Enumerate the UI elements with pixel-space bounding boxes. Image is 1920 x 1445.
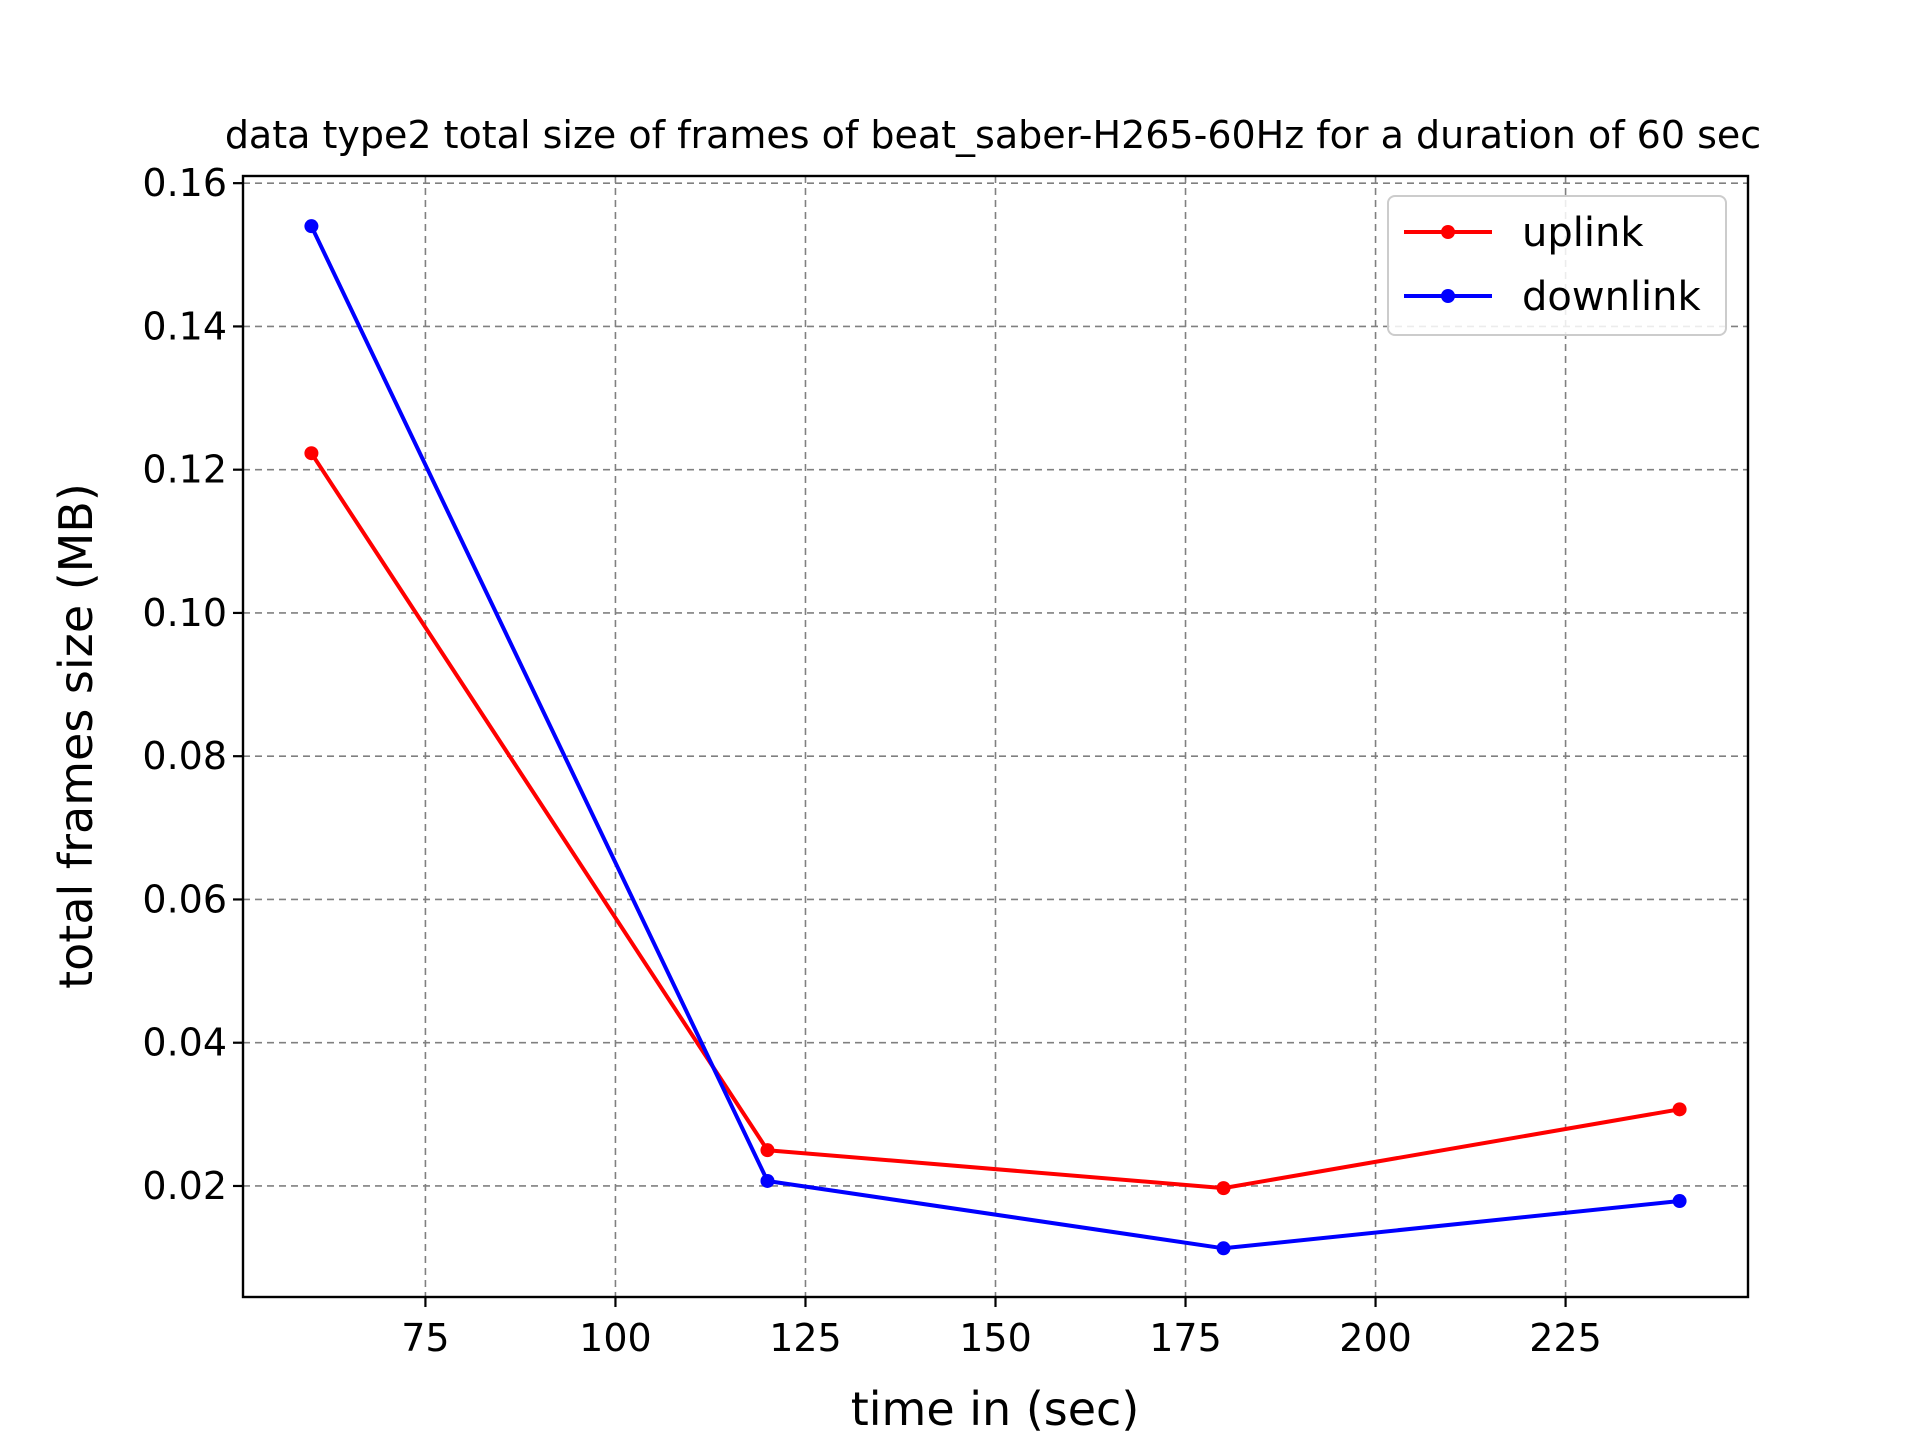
- legend-marker-uplink: [1441, 225, 1455, 239]
- x-tick-label: 100: [579, 1316, 652, 1360]
- downlink-point: [1216, 1241, 1231, 1256]
- grid: [243, 176, 1748, 1297]
- y-tick-label: 0.08: [142, 734, 227, 778]
- legend-items: uplink downlink: [1404, 210, 1702, 320]
- x-tick-label: 175: [1149, 1316, 1222, 1360]
- y-tick-label: 0.14: [142, 304, 227, 348]
- y-axis-ticks: 0.02 0.04 0.06 0.08 0.10 0.12 0.14 0.16: [142, 161, 243, 1208]
- y-tick-label: 0.16: [142, 161, 227, 205]
- downlink-point: [304, 219, 319, 234]
- legend-label-uplink: uplink: [1522, 210, 1644, 256]
- downlink-point: [760, 1173, 775, 1188]
- uplink-line: [309, 452, 1680, 1191]
- legend: uplink downlink: [1387, 195, 1727, 336]
- x-tick-label: 75: [401, 1316, 449, 1360]
- downlink-point: [1672, 1194, 1687, 1209]
- series-uplink: [304, 446, 1687, 1196]
- y-axis-title: total frames size (MB): [49, 483, 103, 989]
- series-layer: [304, 219, 1687, 1256]
- chart-title: data type2 total size of frames of beat_…: [225, 113, 1761, 157]
- x-tick-label: 125: [769, 1316, 842, 1360]
- y-tick-label: 0.02: [142, 1164, 227, 1208]
- uplink-point: [1672, 1102, 1687, 1117]
- uplink-point: [1216, 1181, 1231, 1196]
- y-tick-label: 0.10: [142, 591, 227, 635]
- x-axis-ticks: 75 100 125 150 175 200 225: [401, 1297, 1602, 1360]
- x-tick-label: 225: [1529, 1316, 1602, 1360]
- downlink-line: [309, 225, 1680, 1251]
- y-tick-label: 0.06: [142, 877, 227, 921]
- uplink-point: [760, 1143, 775, 1158]
- x-axis-title: time in (sec): [851, 1382, 1140, 1436]
- legend-marker-downlink: [1441, 289, 1455, 303]
- x-tick-label: 200: [1339, 1316, 1412, 1360]
- y-tick-label: 0.04: [142, 1021, 227, 1065]
- legend-label-downlink: downlink: [1522, 274, 1702, 320]
- uplink-point: [304, 446, 319, 461]
- x-tick-label: 150: [959, 1316, 1032, 1360]
- series-downlink: [304, 219, 1687, 1256]
- y-tick-label: 0.12: [142, 448, 227, 492]
